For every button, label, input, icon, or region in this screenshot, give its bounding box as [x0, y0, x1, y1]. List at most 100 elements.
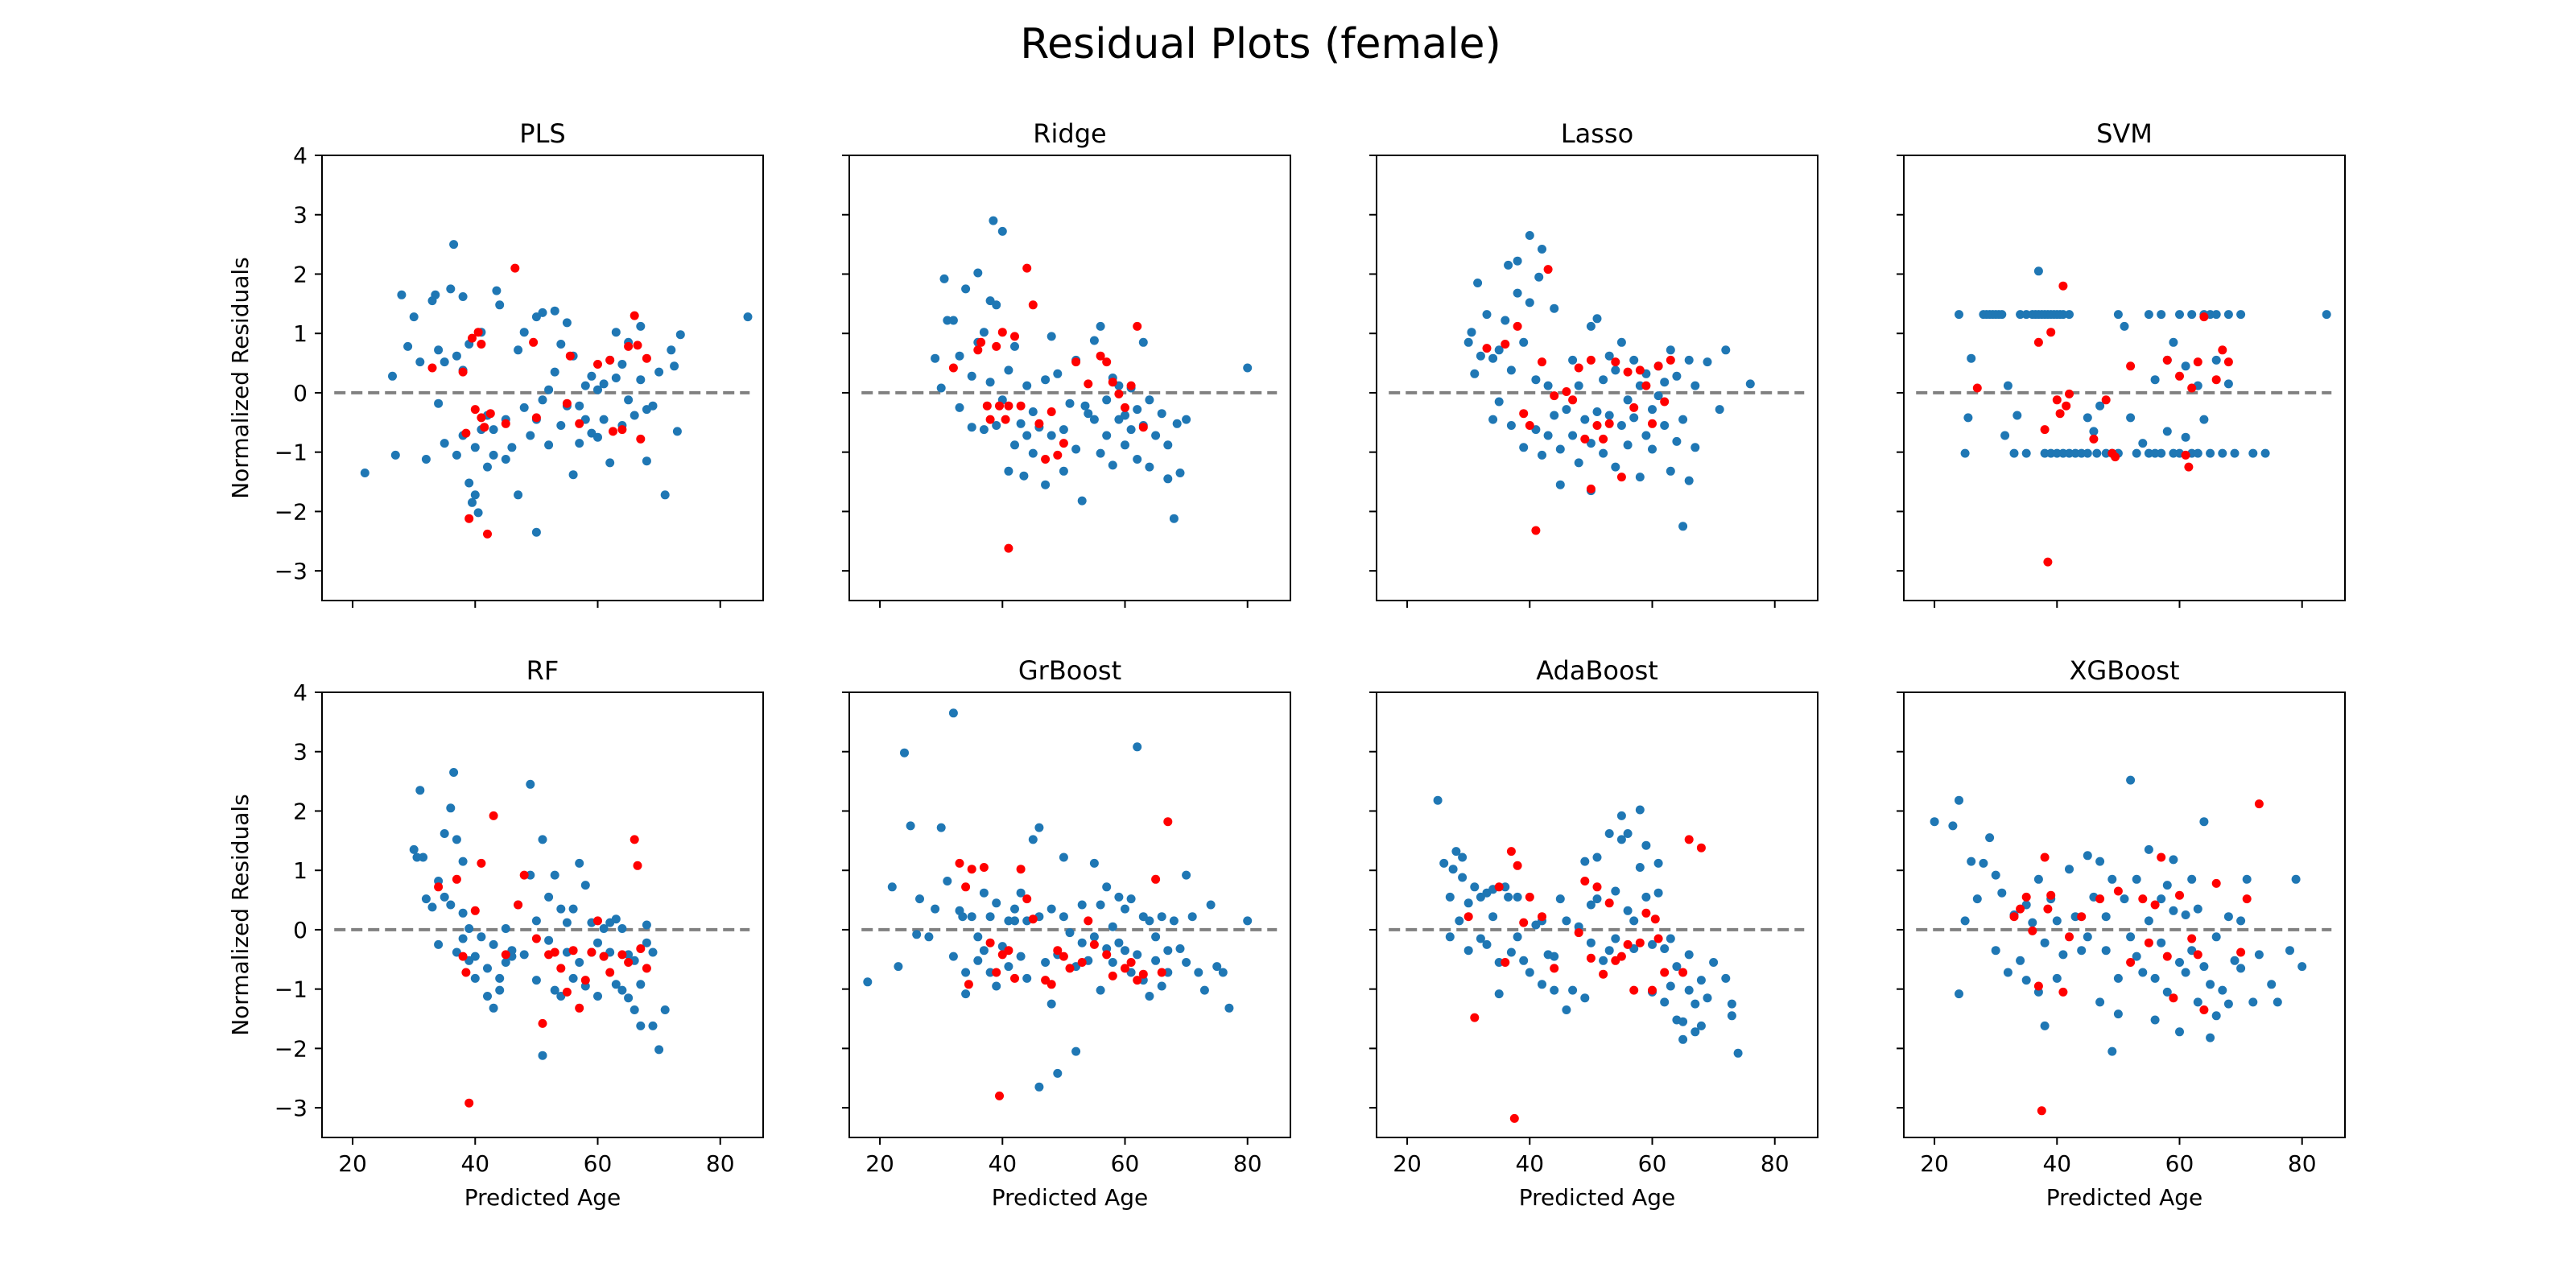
data-point — [1562, 387, 1571, 396]
data-point — [995, 401, 1004, 411]
data-point — [1660, 944, 1670, 953]
y-tick-label: 3 — [293, 739, 308, 766]
panel-title: XGBoost — [2069, 655, 2179, 686]
series-blue — [409, 768, 670, 1060]
data-point — [2052, 448, 2062, 458]
data-point — [948, 316, 958, 325]
data-point — [480, 423, 489, 432]
data-point — [961, 284, 971, 294]
y-tick-label: 4 — [293, 679, 308, 706]
data-point — [1648, 405, 1657, 415]
data-point — [501, 455, 510, 464]
data-point — [648, 1021, 658, 1030]
data-point — [427, 363, 437, 373]
data-point — [1157, 912, 1166, 922]
data-point — [1696, 843, 1706, 852]
data-point — [1979, 858, 1988, 868]
data-point — [1004, 543, 1013, 553]
data-point — [1053, 369, 1063, 378]
data-point — [2291, 874, 2301, 884]
data-point — [1666, 934, 1675, 943]
data-point — [630, 835, 639, 844]
panel-ridge: Ridge — [842, 118, 1291, 608]
y-tick-label: 0 — [293, 917, 308, 943]
data-point — [1616, 811, 1626, 820]
data-point — [624, 950, 634, 960]
data-point — [1513, 288, 1522, 298]
data-point — [477, 932, 486, 942]
series-red — [955, 817, 1173, 1100]
series-red — [2009, 799, 2264, 1116]
data-point — [510, 263, 520, 273]
data-point — [1555, 480, 1565, 489]
data-point — [1525, 231, 1534, 240]
data-point — [1053, 946, 1063, 956]
data-point — [1445, 892, 1455, 902]
data-point — [575, 1003, 584, 1013]
data-point — [1506, 421, 1516, 430]
data-point — [1494, 989, 1504, 999]
data-point — [1709, 958, 1719, 967]
data-point — [470, 443, 480, 452]
data-point — [1586, 953, 1596, 963]
data-point — [1041, 455, 1051, 464]
data-point — [1684, 355, 1694, 365]
data-point — [1985, 833, 1995, 843]
data-point — [1194, 968, 1203, 977]
data-point — [477, 413, 486, 423]
data-point — [2206, 448, 2215, 458]
data-point — [2193, 448, 2202, 458]
data-point — [2162, 355, 2172, 365]
data-point — [415, 786, 425, 795]
data-point — [1733, 1048, 1743, 1058]
data-point — [1151, 956, 1161, 965]
data-point — [1586, 355, 1596, 365]
data-point — [1010, 916, 1019, 926]
data-point — [633, 341, 642, 350]
data-point — [1084, 379, 1093, 389]
data-point — [1059, 466, 1068, 476]
data-point — [1114, 892, 1124, 902]
data-point — [1629, 985, 1639, 995]
data-point — [1592, 421, 1602, 430]
data-point — [924, 932, 934, 942]
data-point — [531, 916, 541, 926]
data-point — [1046, 431, 1056, 440]
data-point — [2175, 371, 2184, 381]
data-point — [2211, 1011, 2221, 1021]
data-point — [2211, 375, 2221, 385]
data-point — [2254, 950, 2264, 960]
data-point — [461, 428, 471, 438]
data-point — [544, 385, 554, 394]
data-point — [470, 490, 480, 500]
panel-adaboost: AdaBoost 20 40 60 80 Predicted Age — [1369, 655, 1818, 1211]
data-point — [1019, 471, 1029, 481]
data-point — [1010, 904, 1019, 914]
data-point — [1506, 947, 1516, 957]
data-point — [1016, 888, 1026, 898]
data-point — [979, 425, 989, 435]
data-point — [1138, 423, 1148, 432]
data-point — [473, 328, 483, 337]
data-point — [1696, 1021, 1706, 1030]
data-point — [2218, 448, 2227, 458]
data-point — [501, 419, 510, 428]
data-point — [1102, 882, 1112, 892]
data-point — [1991, 946, 2000, 956]
data-point — [1997, 888, 2007, 898]
data-point — [1463, 946, 1473, 956]
data-point — [2040, 938, 2050, 947]
data-point — [1727, 1011, 1736, 1021]
data-point — [1580, 434, 1590, 444]
data-point — [2199, 415, 2209, 424]
data-point — [979, 946, 989, 956]
data-point — [1538, 357, 1546, 367]
data-point — [1065, 964, 1075, 973]
data-point — [1629, 402, 1639, 412]
y-tick-label: 1 — [293, 857, 308, 884]
data-point — [1635, 473, 1645, 482]
data-point — [1592, 407, 1602, 416]
data-point — [2089, 427, 2099, 436]
data-point — [1991, 870, 2000, 880]
data-point — [492, 286, 502, 295]
